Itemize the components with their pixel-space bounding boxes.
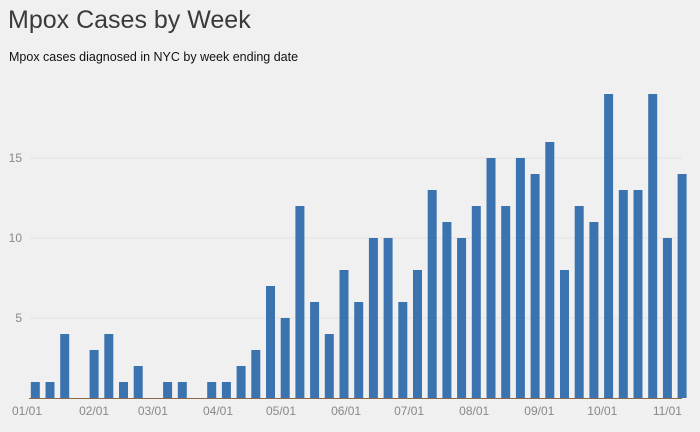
bar [457,238,467,398]
bar [677,174,687,398]
bar [413,270,422,398]
x-tick-label: 05/01 [266,404,296,418]
bar [207,382,217,398]
bar [633,190,643,398]
x-tick-label: 08/01 [459,404,489,418]
bar [133,366,143,398]
x-tick-label: 11/01 [653,404,682,418]
bar [60,334,70,398]
x-tick-label: 06/01 [331,404,361,418]
bar [251,350,261,398]
bar [324,334,334,398]
bar [501,206,511,398]
bar [30,382,40,398]
bar [89,350,99,398]
bar [236,366,246,398]
bar [398,302,408,398]
chart-subtitle: Mpox cases diagnosed in NYC by week endi… [9,50,299,64]
bar [221,382,231,398]
bar [310,302,320,398]
bar [545,142,555,398]
bar [618,190,628,398]
bar [177,382,187,398]
bar [427,190,437,398]
bar [486,158,496,398]
bar [295,206,305,398]
bar [368,238,378,398]
y-tick-label: 5 [15,311,22,325]
bar [530,174,540,398]
bar [471,206,481,398]
bar [574,206,584,398]
chart-title: Mpox Cases by Week [8,6,251,34]
bar [45,382,55,398]
x-tick-label: 02/01 [79,404,109,418]
bar [589,222,599,398]
x-tick-label: 07/01 [394,404,424,418]
bar [648,94,658,398]
bar [104,334,114,398]
bar [266,286,275,398]
x-tick-label: 01/01 [12,404,42,418]
y-tick-label: 10 [9,231,23,245]
bar [163,382,173,398]
bar [354,302,364,398]
y-tick-label: 15 [9,151,23,165]
x-tick-label: 03/01 [138,404,168,418]
bar [442,222,452,398]
bar [515,158,525,398]
x-tick-label: 09/01 [524,404,554,418]
bar [280,318,290,398]
bar [604,94,614,398]
bar [662,238,672,398]
x-tick-label: 04/01 [203,404,233,418]
bar [560,270,569,398]
bar [339,270,349,398]
bar [119,382,128,398]
x-tick-label: 10/01 [587,404,617,418]
bar [383,238,393,398]
